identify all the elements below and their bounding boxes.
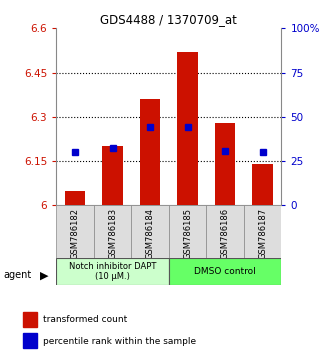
- Bar: [206, 205, 244, 258]
- Bar: [56, 258, 169, 285]
- Text: transformed count: transformed count: [43, 315, 128, 324]
- Text: GSM786187: GSM786187: [258, 208, 267, 259]
- Bar: [215, 123, 235, 205]
- Bar: [169, 258, 281, 285]
- Bar: [252, 164, 273, 205]
- Text: GSM786183: GSM786183: [108, 208, 117, 259]
- Text: ▶: ▶: [40, 270, 49, 280]
- Text: Notch inhibitor DAPT
(10 μM.): Notch inhibitor DAPT (10 μM.): [69, 262, 156, 281]
- Bar: [131, 205, 169, 258]
- Bar: [23, 333, 37, 348]
- Text: DMSO control: DMSO control: [194, 267, 256, 276]
- Bar: [94, 205, 131, 258]
- Bar: [169, 205, 206, 258]
- Bar: [102, 146, 123, 205]
- Bar: [56, 205, 94, 258]
- Text: GSM786182: GSM786182: [71, 208, 79, 259]
- Text: GSM786186: GSM786186: [220, 208, 230, 259]
- Bar: [244, 205, 281, 258]
- Text: GSM786184: GSM786184: [146, 208, 155, 259]
- Text: agent: agent: [3, 270, 31, 280]
- Bar: [65, 190, 85, 205]
- Text: percentile rank within the sample: percentile rank within the sample: [43, 337, 197, 346]
- Text: GSM786185: GSM786185: [183, 208, 192, 259]
- Title: GDS4488 / 1370709_at: GDS4488 / 1370709_at: [100, 13, 237, 26]
- Bar: [140, 99, 161, 205]
- Bar: [23, 312, 37, 327]
- Bar: [177, 52, 198, 205]
